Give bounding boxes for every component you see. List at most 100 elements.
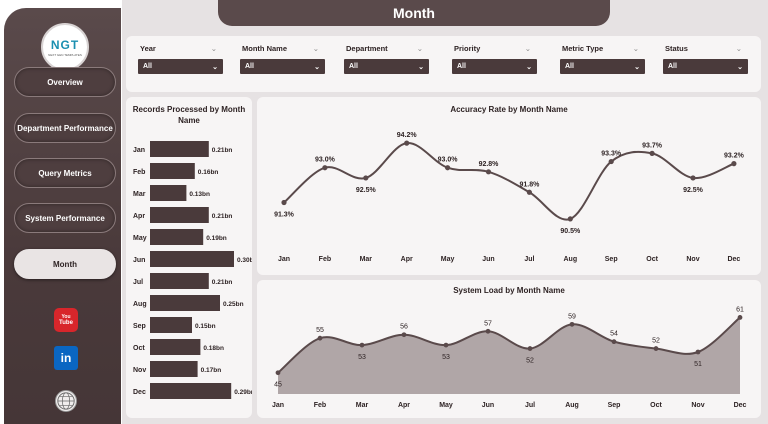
line-point[interactable] — [731, 161, 737, 167]
bar[interactable] — [150, 383, 232, 399]
line-point[interactable] — [485, 169, 492, 175]
x-tick-label: Mar — [356, 402, 369, 409]
system-load-panel: System Load by Month Name 45 Jan 55 Feb 53 Ma… — [257, 280, 761, 418]
logo: NGT NEXT GEN TEMPLATES — [41, 23, 89, 71]
line-point[interactable] — [404, 140, 410, 146]
bar-data-label: 0.21bn — [212, 147, 233, 154]
bar-category-label: Aug — [133, 301, 147, 308]
x-tick-label: Jul — [524, 256, 534, 263]
filter-department-dropdown[interactable]: All ⌄ — [344, 59, 429, 74]
area-point[interactable] — [485, 328, 491, 334]
area-data-label: 45 — [274, 382, 282, 389]
chevron-down-icon: ⌄ — [418, 63, 424, 71]
area-point[interactable] — [401, 332, 407, 338]
filter-year-dropdown[interactable]: All ⌄ — [138, 59, 223, 74]
nav-month-button[interactable]: Month — [14, 249, 116, 279]
filter-metric-type-dropdown[interactable]: All ⌄ — [560, 59, 645, 74]
bar[interactable] — [150, 361, 198, 377]
bar[interactable] — [150, 163, 195, 179]
system-load-line — [277, 316, 741, 374]
bar[interactable] — [150, 251, 234, 267]
area-point[interactable] — [737, 315, 743, 320]
x-tick-label: Jan — [272, 402, 284, 409]
bar[interactable] — [150, 141, 209, 157]
area-data-label: 61 — [736, 306, 744, 313]
filter-priority-dropdown[interactable]: All ⌄ — [452, 59, 537, 74]
filter-month-name-value: All — [245, 63, 254, 70]
chevron-down-icon[interactable]: ⌄ — [524, 44, 531, 53]
bar[interactable] — [150, 273, 209, 289]
filter-metric-type: Metric Type ⌄ All ⌄ — [560, 44, 645, 74]
bar[interactable] — [150, 207, 209, 223]
x-tick-label: Oct — [646, 256, 658, 263]
filter-month-name-dropdown[interactable]: All ⌄ — [240, 59, 325, 74]
area-point[interactable] — [275, 370, 281, 376]
line-point[interactable] — [649, 150, 655, 156]
line-point[interactable] — [526, 189, 532, 195]
area-point[interactable] — [653, 346, 659, 351]
line-point[interactable] — [363, 175, 369, 181]
area-point[interactable] — [611, 339, 617, 345]
filter-status: Status ⌄ All ⌄ — [663, 44, 748, 74]
bar-data-label: 0.13bn — [189, 191, 210, 198]
nav-query-metrics-button[interactable]: Query Metrics — [14, 158, 116, 188]
area-point[interactable] — [527, 346, 533, 351]
youtube-icon[interactable]: You Tube — [54, 308, 78, 332]
bar-category-label: May — [133, 235, 147, 242]
area-point[interactable] — [317, 335, 323, 341]
bar-data-label: 0.16bn — [198, 169, 219, 176]
filter-month-name: Month Name ⌄ All ⌄ — [240, 44, 325, 74]
filter-status-label: Status — [665, 44, 688, 53]
x-tick-label: May — [439, 402, 453, 409]
nav-system-performance-button[interactable]: System Performance — [14, 203, 116, 233]
chevron-down-icon[interactable]: ⌄ — [735, 44, 742, 53]
chevron-down-icon[interactable]: ⌄ — [632, 44, 639, 53]
bar-data-label: 0.29bn — [234, 389, 252, 396]
chevron-down-icon[interactable]: ⌄ — [210, 44, 217, 53]
bar-data-label: 0.17bn — [201, 367, 222, 374]
system-load-chart: 45 Jan 55 Feb 53 Mar 56 Apr 53 May 57 Jun 52 Jul 59 Aug… — [272, 306, 747, 409]
bar-data-label: 0.21bn — [212, 213, 233, 220]
area-point[interactable] — [695, 349, 701, 355]
sidebar-panel: NGT NEXT GEN TEMPLATES Overview Departme… — [4, 8, 121, 424]
chevron-down-icon[interactable]: ⌄ — [312, 44, 319, 53]
bar[interactable] — [150, 295, 220, 311]
line-data-label: 94.2% — [397, 132, 418, 139]
accuracy-line — [283, 142, 735, 221]
globe-icon — [55, 390, 77, 412]
x-tick-label: Jun — [482, 256, 494, 263]
bar-category-label: Jul — [133, 279, 143, 286]
line-data-label: 92.5% — [683, 187, 704, 194]
line-point[interactable] — [281, 199, 287, 206]
line-point[interactable] — [608, 158, 614, 165]
bar-category-label: Dec — [133, 389, 146, 396]
area-point[interactable] — [569, 321, 575, 327]
bar[interactable] — [150, 339, 201, 355]
globe-icon-wrapper[interactable] — [54, 389, 78, 413]
line-point[interactable] — [445, 165, 451, 171]
nav-department-performance-button[interactable]: Department Performance — [14, 113, 116, 143]
area-data-label: 51 — [694, 361, 702, 368]
filter-status-dropdown[interactable]: All ⌄ — [663, 59, 748, 74]
line-point[interactable] — [567, 216, 573, 222]
filter-department-value: All — [349, 63, 358, 70]
accuracy-rate-chart: 91.3% Jan 93.0% Feb 92.5% Mar 94.2% Apr 93.0% May… — [274, 132, 745, 263]
system-load-area — [278, 317, 740, 394]
nav-overview-button[interactable]: Overview — [14, 67, 116, 97]
x-tick-label: Aug — [565, 402, 579, 409]
bar[interactable] — [150, 185, 187, 201]
area-point[interactable] — [359, 342, 365, 348]
bar[interactable] — [150, 317, 192, 333]
line-point[interactable] — [690, 175, 696, 181]
line-data-label: 93.3% — [601, 151, 622, 158]
line-data-label: 91.8% — [519, 181, 540, 188]
bar[interactable] — [150, 229, 204, 245]
filter-metric-type-label: Metric Type — [562, 44, 604, 53]
accuracy-rate-panel: Accuracy Rate by Month Name 91.3% Jan 93.0… — [257, 97, 761, 275]
bar-category-label: Jun — [133, 257, 145, 264]
linkedin-icon[interactable]: in — [54, 346, 78, 370]
line-data-label: 93.0% — [438, 157, 459, 164]
area-point[interactable] — [443, 342, 449, 348]
chevron-down-icon[interactable]: ⌄ — [416, 44, 423, 53]
line-point[interactable] — [322, 165, 328, 171]
